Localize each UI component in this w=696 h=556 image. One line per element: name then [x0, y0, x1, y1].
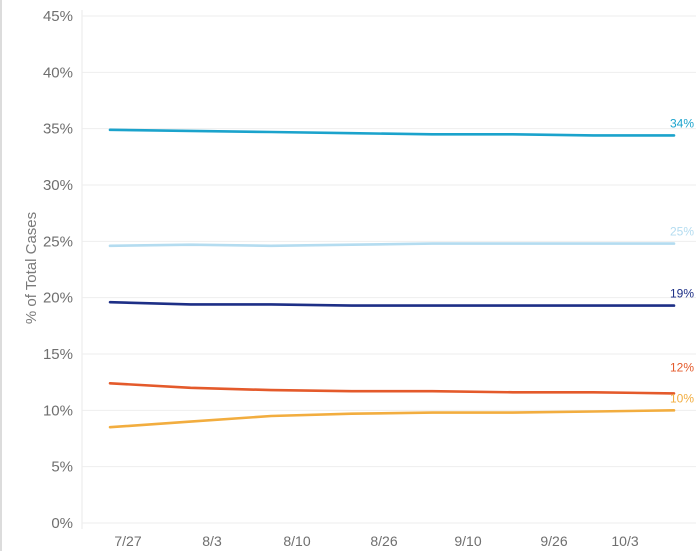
x-tick-label: 10/3: [611, 533, 638, 549]
y-tick-label: 25%: [43, 233, 73, 250]
series-end-label: 34%: [670, 116, 694, 130]
series-line: [108, 408, 676, 429]
y-tick-label: 40%: [43, 64, 73, 81]
series-line: [108, 242, 676, 248]
x-tick-label: 9/26: [540, 533, 567, 549]
y-tick-label: 30%: [43, 177, 73, 194]
series-line: [108, 128, 676, 137]
series-end-label: 25%: [670, 225, 694, 239]
x-tick-label: 9/10: [454, 533, 481, 549]
end-labels: 34% 25% 19% 12% 10%: [670, 116, 694, 405]
grid-layer: [81, 10, 696, 529]
y-tick-label: 10%: [43, 402, 73, 419]
y-tick-labels: 0% 5% 10% 15% 20% 25% 30% 35% 40% 45%: [43, 8, 73, 532]
y-tick-label: 0%: [51, 515, 73, 532]
series-end-label: 10%: [670, 391, 694, 405]
y-axis-title: % of Total Cases: [23, 212, 40, 324]
y-tick-label: 35%: [43, 121, 73, 138]
y-tick-label: 15%: [43, 346, 73, 363]
series-line: [108, 300, 676, 307]
x-tick-label: 7/27: [114, 533, 141, 549]
y-tick-label: 20%: [43, 290, 73, 307]
x-tick-label: 8/3: [202, 533, 222, 549]
x-tick-label: 8/26: [370, 533, 397, 549]
y-tick-label: 5%: [51, 459, 73, 476]
series-end-label: 12%: [670, 360, 694, 374]
x-tick-label: 8/10: [283, 533, 310, 549]
panel-left-border: [0, 0, 2, 551]
series-end-label: 19%: [670, 287, 694, 301]
y-tick-label: 45%: [43, 8, 73, 25]
series-line: [108, 381, 676, 395]
series-layer: [108, 128, 676, 429]
x-tick-labels: 7/27 8/3 8/10 8/26 9/10 9/26 10/3: [114, 533, 638, 549]
